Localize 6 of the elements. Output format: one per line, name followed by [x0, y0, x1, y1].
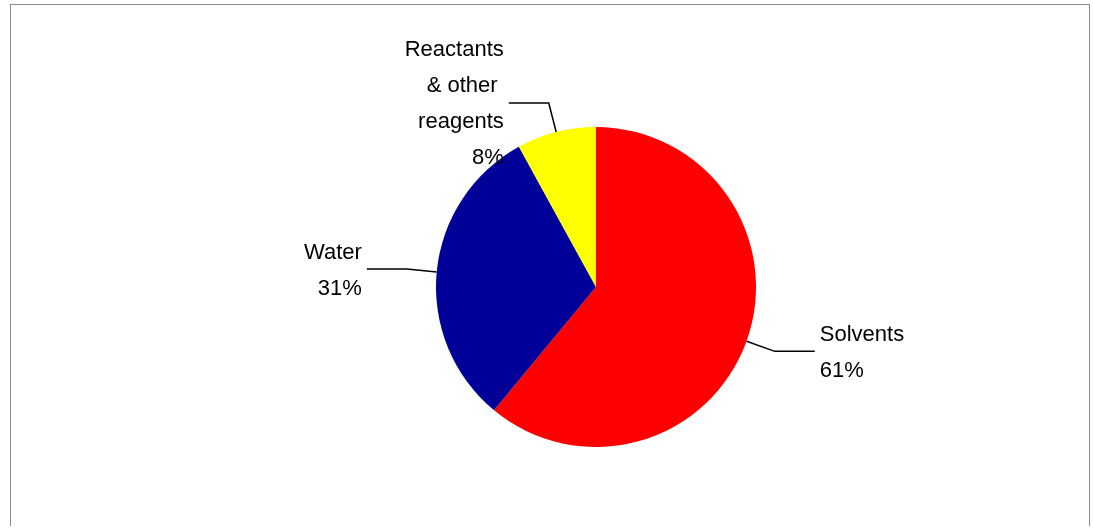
data-label: 61%: [819, 356, 864, 382]
slice-label: Reactants & other reagents: [404, 36, 504, 134]
slice-label: Water: [303, 238, 362, 264]
data-label: 8%: [471, 144, 504, 170]
slice-label: Solvents: [819, 320, 905, 346]
data-label: 31%: [317, 274, 362, 300]
